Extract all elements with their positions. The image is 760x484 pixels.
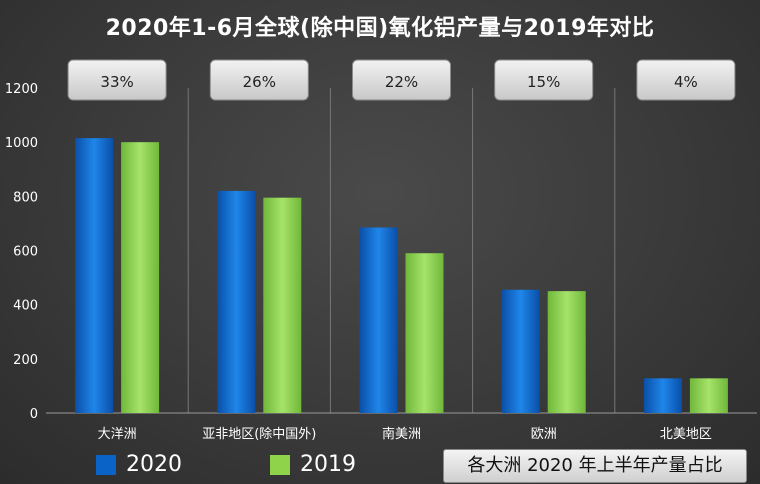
- share-badge-label: 15%: [527, 73, 560, 91]
- share-badge: [636, 59, 736, 101]
- legend-swatch-2019: [270, 454, 290, 475]
- x-tick-label: 亚非地区(除中国外): [202, 427, 316, 442]
- y-tick-label: 800: [13, 190, 38, 205]
- bar-2020: [217, 190, 256, 413]
- x-tick-label: 北美地区: [660, 427, 712, 442]
- share-badge: [209, 59, 309, 101]
- legend-item-2019: 2019: [270, 452, 356, 477]
- x-tick-label: 大洋洲: [98, 427, 137, 442]
- legend-label-2020: 2020: [126, 452, 182, 477]
- bar-2019: [263, 197, 302, 413]
- bar-2019: [405, 253, 444, 413]
- legend-label-2019: 2019: [300, 452, 356, 477]
- y-tick-label: 400: [13, 299, 38, 314]
- share-badge-label: 22%: [385, 73, 418, 91]
- y-tick-label: 1200: [5, 82, 38, 97]
- y-tick-label: 600: [13, 245, 38, 260]
- share-badge: [494, 59, 594, 101]
- share-badge-label: 26%: [243, 73, 276, 91]
- chart-title: 2020年1-6月全球(除中国)氧化铝产量与2019年对比: [105, 16, 655, 41]
- legend-swatch-2020: [96, 454, 116, 475]
- bar-2019: [121, 142, 160, 413]
- share-badge: [352, 59, 451, 101]
- bar-2020: [643, 378, 682, 413]
- y-tick-label: 200: [13, 353, 38, 368]
- x-tick-label: 南美洲: [382, 426, 421, 442]
- share-badge-label: 4%: [674, 73, 698, 91]
- bar-2019: [547, 291, 586, 413]
- share-badge-label: 33%: [100, 73, 133, 91]
- bar-2020: [75, 138, 114, 413]
- share-badge: [67, 59, 167, 101]
- bar-2020: [359, 227, 398, 413]
- legend-item-2020: 2020: [96, 452, 182, 477]
- share-note-box: 各大洲 2020 年上半年产量占比: [443, 449, 747, 483]
- x-tick-label: 欧洲: [531, 427, 557, 442]
- bar-2019: [689, 378, 728, 413]
- y-tick-label: 1000: [5, 136, 38, 151]
- bar-2020: [501, 289, 540, 413]
- y-tick-label: 0: [30, 407, 38, 422]
